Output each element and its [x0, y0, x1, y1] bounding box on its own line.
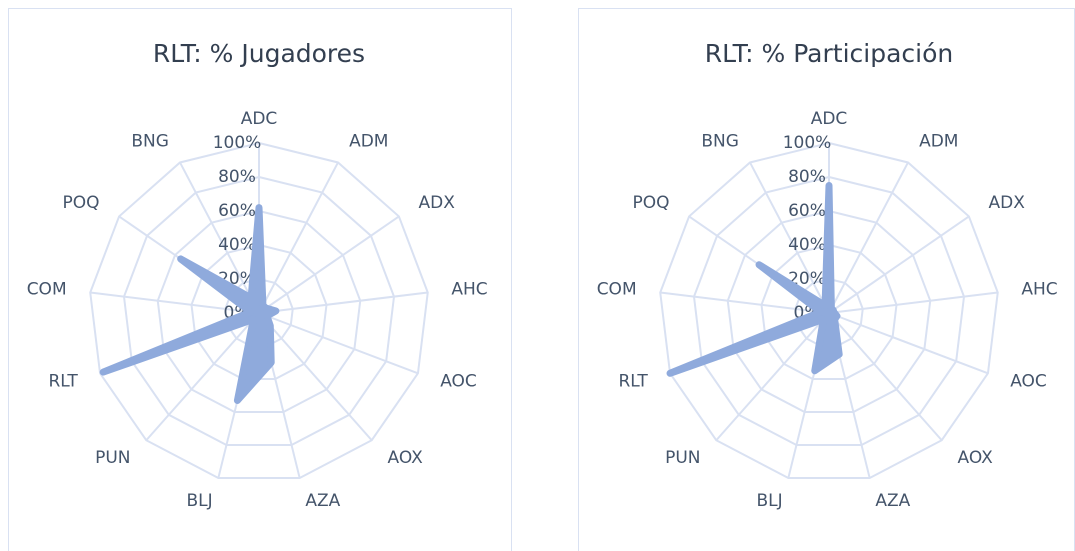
tick-label: 40% — [788, 235, 826, 255]
category-label: PUN — [95, 448, 130, 468]
tick-label: 80% — [788, 167, 826, 187]
category-label: RLT — [48, 372, 78, 392]
grid-ring — [659, 141, 999, 480]
spoke — [145, 312, 260, 441]
category-label: ADX — [418, 193, 455, 213]
radar-area — [666, 182, 843, 377]
category-label: BNG — [131, 131, 169, 151]
category-label: AOC — [1010, 372, 1047, 392]
category-label: BLJ — [756, 491, 782, 511]
category-label: PUN — [665, 448, 700, 468]
category-label: COM — [27, 280, 67, 300]
category-label: RLT — [618, 372, 648, 392]
category-label: ADC — [241, 109, 278, 129]
category-label: ADM — [349, 131, 388, 151]
tick-label: 100% — [783, 133, 832, 153]
spoke — [258, 291, 428, 314]
grid-ring — [156, 209, 362, 414]
grid-ring — [122, 175, 396, 447]
spoke — [258, 215, 400, 314]
category-label: AOX — [958, 448, 994, 468]
category-label: POQ — [632, 193, 669, 213]
spoke — [715, 312, 830, 441]
tick-label: 60% — [788, 201, 826, 221]
category-label: ADM — [919, 131, 958, 151]
category-label: AHC — [1021, 280, 1057, 300]
spoke — [258, 162, 339, 314]
category-label: AHC — [451, 280, 487, 300]
tick-label: 60% — [218, 201, 256, 221]
category-label: BNG — [701, 131, 739, 151]
grid-ring — [760, 243, 898, 381]
spoke — [258, 312, 373, 441]
tick-label: 40% — [218, 235, 256, 255]
chart-title: RLT: % Jugadores — [153, 39, 365, 68]
spoke — [828, 312, 943, 441]
category-label: COM — [597, 280, 637, 300]
spoke — [828, 312, 989, 375]
panel — [8, 8, 512, 551]
spoke — [660, 291, 830, 314]
tick-label: 20% — [788, 269, 826, 289]
spoke — [749, 162, 830, 314]
tick-label: 100% — [213, 133, 262, 153]
category-label: ADX — [988, 193, 1025, 213]
spoke — [828, 291, 998, 314]
category-label: AZA — [875, 491, 910, 511]
tick-label: 80% — [218, 167, 256, 187]
category-label: AOC — [440, 372, 477, 392]
chart-title: RLT: % Participación — [705, 39, 953, 68]
category-label: AOX — [388, 448, 424, 468]
spoke — [828, 215, 970, 314]
category-label: POQ — [62, 193, 99, 213]
spoke — [258, 312, 419, 375]
spoke — [90, 291, 260, 314]
category-label: AZA — [305, 491, 340, 511]
category-label: BLJ — [186, 491, 212, 511]
category-label: ADC — [811, 109, 848, 129]
spoke — [179, 162, 260, 314]
grid-ring — [692, 175, 966, 447]
spoke — [828, 162, 909, 314]
grid-ring — [726, 209, 932, 414]
radar-area — [99, 204, 280, 404]
grid-ring — [89, 141, 429, 480]
